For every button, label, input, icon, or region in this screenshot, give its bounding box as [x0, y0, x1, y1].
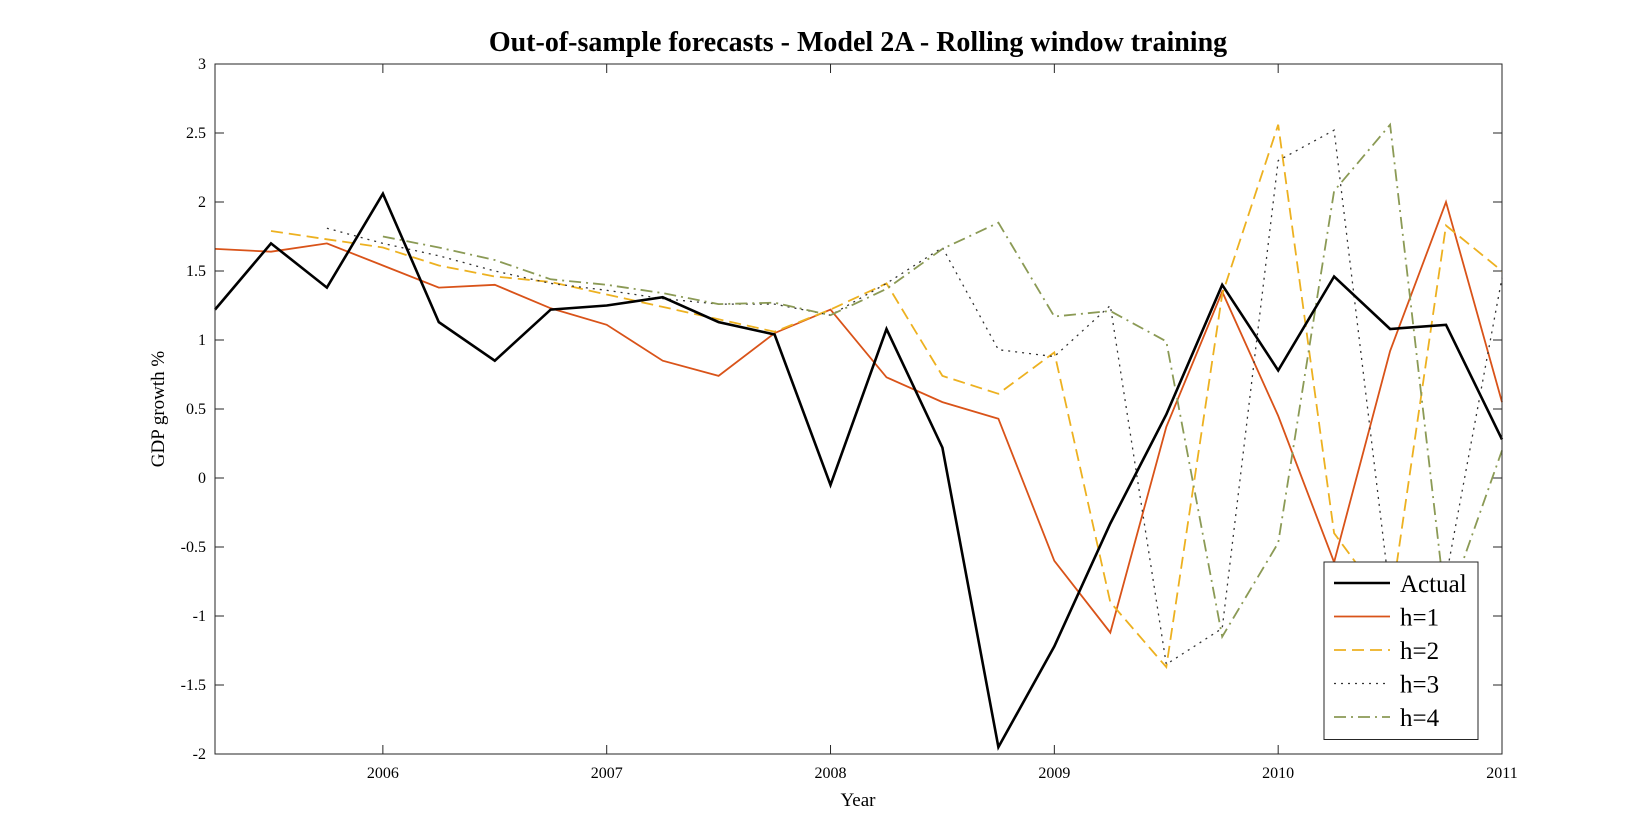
x-tick-label: 2007 — [591, 765, 623, 782]
y-axis-label: GDP growth % — [148, 351, 169, 468]
y-tick-label: 2 — [198, 194, 206, 211]
series-lines — [214, 122, 1504, 751]
y-tick-label: -1 — [193, 608, 206, 625]
legend-label: h=1 — [1400, 605, 1439, 632]
legend-label: Actual — [1400, 571, 1467, 598]
legend-label: h=4 — [1400, 705, 1440, 732]
x-tick-label: 2008 — [815, 765, 847, 782]
x-tick-label: 2010 — [1262, 765, 1294, 782]
y-tick-label: 0.5 — [186, 401, 206, 418]
y-tick-label: 2.5 — [186, 125, 206, 142]
y-tick-label: 1 — [198, 332, 206, 349]
y-tick-label: -2 — [193, 746, 206, 763]
legend-label: h=3 — [1400, 672, 1439, 699]
x-tick-label: 2009 — [1038, 765, 1070, 782]
y-tick-label: 3 — [198, 56, 206, 73]
series-line-h2 — [270, 124, 1503, 670]
legend: Actual h=1 h=2 h=3 h=4 — [1323, 561, 1479, 740]
plot-frame — [214, 63, 1503, 755]
y-tick-label: -0.5 — [181, 539, 206, 556]
x-tick-label: 2006 — [367, 765, 399, 782]
chart-title: Out-of-sample forecasts - Model 2A - Rol… — [489, 27, 1227, 58]
x-tick-label: 2011 — [1486, 765, 1517, 782]
legend-box — [1323, 561, 1479, 740]
axis-ticks: -2 -1.5 -1 -0.5 0 0.5 1 1.5 2 2.5 3 2006 2007 2008 200… — [181, 56, 1518, 782]
series-line-h4 — [382, 122, 1503, 640]
series-line-h3 — [326, 129, 1503, 666]
y-tick-label: -1.5 — [181, 677, 206, 694]
series-line-h1 — [214, 199, 1503, 635]
y-tick-label: 0 — [198, 470, 206, 487]
x-axis-label: Year — [840, 790, 876, 811]
y-tick-label: 1.5 — [186, 263, 206, 280]
series-line-actual — [214, 190, 1504, 751]
legend-label: h=2 — [1400, 638, 1439, 665]
